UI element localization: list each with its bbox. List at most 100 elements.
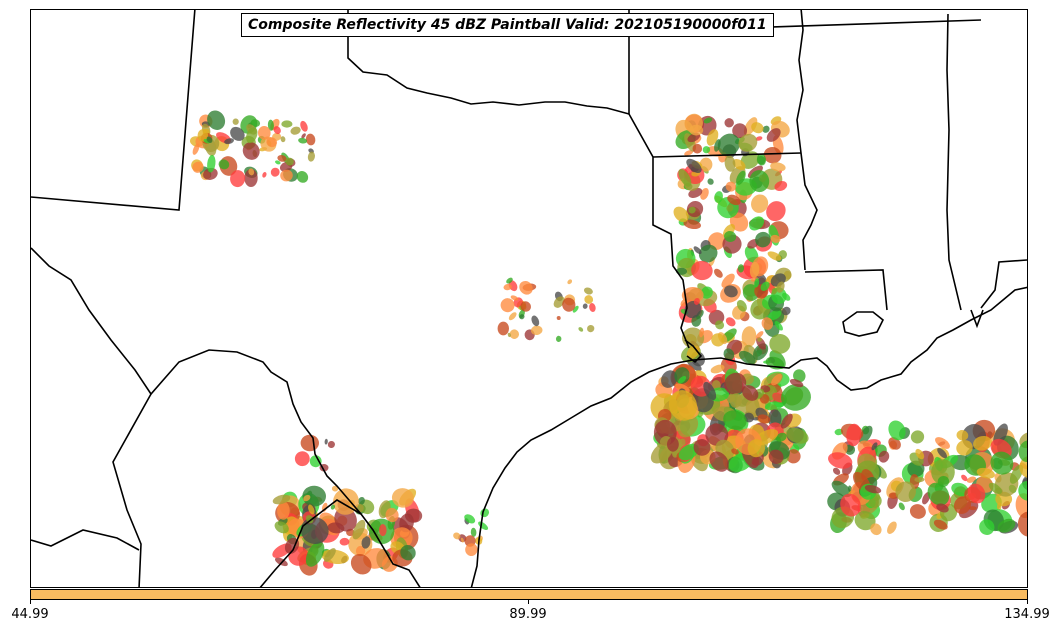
mobile-bay — [970, 309, 984, 329]
reflectivity-cell — [562, 297, 576, 312]
reflectivity-cell — [996, 502, 1002, 511]
reflectivity-cell — [757, 337, 763, 342]
reflectivity-cell — [766, 128, 781, 142]
colorbar-tick-label-min: 44.99 — [11, 607, 49, 622]
reflectivity-cell — [781, 306, 791, 316]
reflectivity-cell — [840, 493, 861, 517]
reflectivity-cell — [742, 284, 759, 301]
reflectivity-cell — [717, 133, 740, 156]
reflectivity-cell — [914, 476, 925, 483]
reflectivity-cell — [244, 169, 258, 187]
reflectivity-cell — [1018, 480, 1027, 501]
reflectivity-cell — [230, 126, 245, 141]
reflectivity-cell — [967, 483, 986, 504]
reflectivity-cell — [296, 171, 309, 183]
reflectivity-cell — [767, 251, 782, 261]
reflectivity-cell — [755, 331, 764, 339]
reflectivity-cell — [275, 160, 281, 165]
reflectivity-cell — [915, 448, 925, 460]
state-border-ms-al — [946, 13, 962, 311]
reflectivity-cell — [567, 279, 573, 285]
reflectivity-cell — [673, 206, 689, 223]
reflectivity-cell — [828, 452, 853, 469]
reflectivity-cell — [192, 143, 200, 155]
reflectivity-cell — [709, 451, 729, 472]
reflectivity-cell — [506, 277, 513, 284]
reflectivity-cell — [582, 303, 588, 309]
reflectivity-cell — [678, 375, 687, 384]
reflectivity-cell — [218, 159, 230, 170]
mississippi-river — [796, 10, 818, 271]
reflectivity-cell — [725, 317, 736, 327]
reflectivity-cell — [854, 510, 876, 531]
reflectivity-cell — [742, 385, 759, 401]
state-border-ok-tx — [347, 10, 630, 116]
reflectivity-cell — [714, 191, 723, 203]
reflectivity-cell — [378, 524, 387, 537]
reflectivity-cell — [793, 369, 806, 383]
reflectivity-cell — [583, 287, 593, 295]
reflectivity-cell — [738, 350, 756, 365]
reflectivity-cell — [478, 521, 489, 531]
reflectivity-cell — [203, 167, 218, 180]
reflectivity-cell — [290, 126, 301, 135]
reflectivity-cell — [762, 125, 770, 133]
reflectivity-cell — [285, 157, 294, 166]
paintball-cells — [190, 110, 1027, 576]
reflectivity-cell — [743, 117, 758, 136]
reflectivity-cell — [749, 261, 760, 279]
reflectivity-cell — [303, 494, 311, 502]
reflectivity-cell — [668, 390, 698, 421]
reflectivity-cell — [355, 545, 366, 557]
reflectivity-cell — [587, 324, 595, 333]
reflectivity-cell — [684, 300, 702, 319]
reflectivity-cell — [770, 234, 781, 243]
reflectivity-cell — [951, 482, 969, 497]
reflectivity-cell — [281, 120, 293, 128]
reflectivity-cell — [714, 268, 723, 278]
reflectivity-cell — [331, 485, 339, 492]
reflectivity-cell — [305, 541, 325, 567]
reflectivity-cell — [724, 118, 734, 128]
reflectivity-cell — [385, 507, 399, 523]
reflectivity-cell — [686, 158, 702, 174]
reflectivity-cell — [988, 482, 1003, 495]
reflectivity-cell — [519, 314, 525, 320]
reflectivity-cell — [864, 484, 882, 494]
reflectivity-cell — [766, 201, 786, 222]
reflectivity-cell — [266, 137, 278, 148]
reflectivity-cell — [327, 440, 335, 449]
reflectivity-cell — [307, 151, 315, 162]
reflectivity-cell — [683, 219, 701, 230]
reflectivity-cell — [519, 280, 533, 295]
state-border-la-ms — [804, 269, 888, 311]
reflectivity-cell — [277, 501, 290, 520]
reflectivity-cell — [667, 437, 679, 452]
reflectivity-cell — [508, 312, 517, 321]
reflectivity-cell — [953, 496, 972, 514]
reflectivity-cell — [503, 283, 512, 291]
reflectivity-cell — [744, 245, 759, 263]
colorbar-tick-mid — [528, 600, 529, 604]
reflectivity-cell — [509, 329, 520, 339]
reflectivity-cell — [723, 410, 747, 430]
reflectivity-cell — [272, 494, 291, 505]
reflectivity-cell — [699, 327, 705, 338]
reflectivity-cell — [731, 448, 739, 455]
reflectivity-cell — [507, 332, 511, 338]
reflectivity-cell — [724, 231, 737, 242]
colorbar — [30, 589, 1028, 600]
galveston-bay — [684, 339, 703, 364]
reflectivity-cell — [937, 447, 947, 459]
reflectivity-cell — [470, 527, 477, 537]
reflectivity-cell — [780, 413, 793, 429]
reflectivity-cell — [764, 401, 784, 411]
reflectivity-cell — [878, 450, 890, 463]
reflectivity-cell — [723, 348, 735, 361]
reflectivity-cell — [691, 260, 713, 281]
reflectivity-cell — [789, 378, 804, 388]
reflectivity-cell — [339, 537, 350, 546]
reflectivity-cell — [308, 504, 315, 515]
reflectivity-cell — [323, 548, 336, 562]
reflectivity-cell — [584, 295, 594, 304]
